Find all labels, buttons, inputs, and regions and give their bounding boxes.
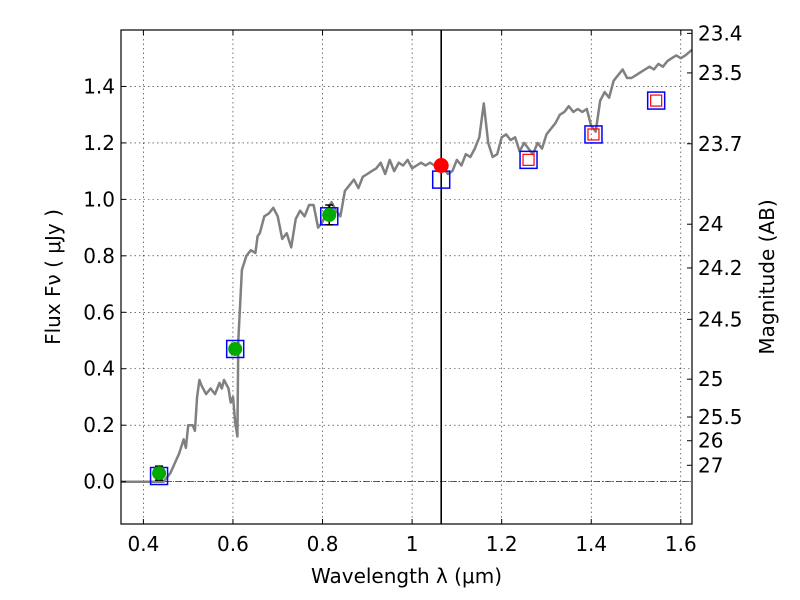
y-tick-label: 0.2 — [83, 413, 115, 437]
observed-point — [152, 466, 167, 481]
x-tick-label: 1 — [406, 532, 419, 556]
right-tick-label: 26 — [698, 429, 723, 453]
x-tick-label: 1.6 — [665, 532, 697, 556]
observed-points — [152, 157, 449, 481]
right-tick-label: 24 — [698, 212, 723, 236]
x-axis-label: Wavelength λ (μm) — [311, 564, 502, 588]
model-box — [519, 150, 538, 170]
upper-limit-box — [650, 94, 663, 107]
right-tick-label: 25 — [698, 367, 723, 391]
right-tick-label: 23.5 — [698, 61, 743, 85]
right-tick-label: 27 — [698, 453, 723, 477]
right-axis-label: Magnitude (AB) — [755, 199, 779, 354]
y-tick-label: 0.0 — [83, 470, 115, 494]
observed-point — [322, 207, 337, 222]
y-ticks: 0.0 0.2 0.4 0.6 0.8 1.0 1.2 1.4 — [83, 74, 126, 494]
right-tick-label: 23.7 — [698, 132, 743, 156]
plot-frame — [120, 29, 693, 525]
red-point — [433, 157, 449, 173]
y-tick-label: 1.2 — [83, 131, 115, 155]
x-tick-label: 0.6 — [217, 532, 249, 556]
x-ticks: 0.4 0.6 0.8 1 1.2 1.4 1.6 — [127, 30, 697, 556]
right-tick-label: 25.5 — [698, 405, 743, 429]
model-box — [584, 125, 603, 144]
observed-point — [228, 341, 243, 356]
upper-limit-box — [587, 128, 600, 141]
x-tick-label: 1.2 — [486, 532, 518, 556]
y-axis-label: Flux Fν ( μJy ) — [41, 209, 65, 345]
y-tick-label: 0.6 — [83, 300, 115, 324]
model-spectrum — [121, 48, 693, 483]
upper-limit-box — [522, 153, 535, 166]
x-tick-label: 1.4 — [575, 532, 607, 556]
grid-lines — [121, 30, 692, 524]
model-box — [646, 91, 666, 110]
right-tick-label: 23.4 — [698, 21, 743, 45]
y-tick-label: 0.8 — [83, 244, 115, 268]
model-box — [225, 339, 245, 359]
right-tick-label: 24.2 — [698, 256, 743, 280]
x-tick-label: 0.4 — [127, 532, 159, 556]
x-tick-label: 0.8 — [307, 532, 339, 556]
spectrum-line — [121, 48, 693, 483]
y-tick-label: 1.4 — [83, 74, 115, 98]
y-tick-label: 1.0 — [83, 187, 115, 211]
y-tick-label: 0.4 — [83, 357, 115, 381]
model-photometry-boxes — [149, 91, 666, 486]
right-tick-label: 24.5 — [698, 307, 743, 331]
